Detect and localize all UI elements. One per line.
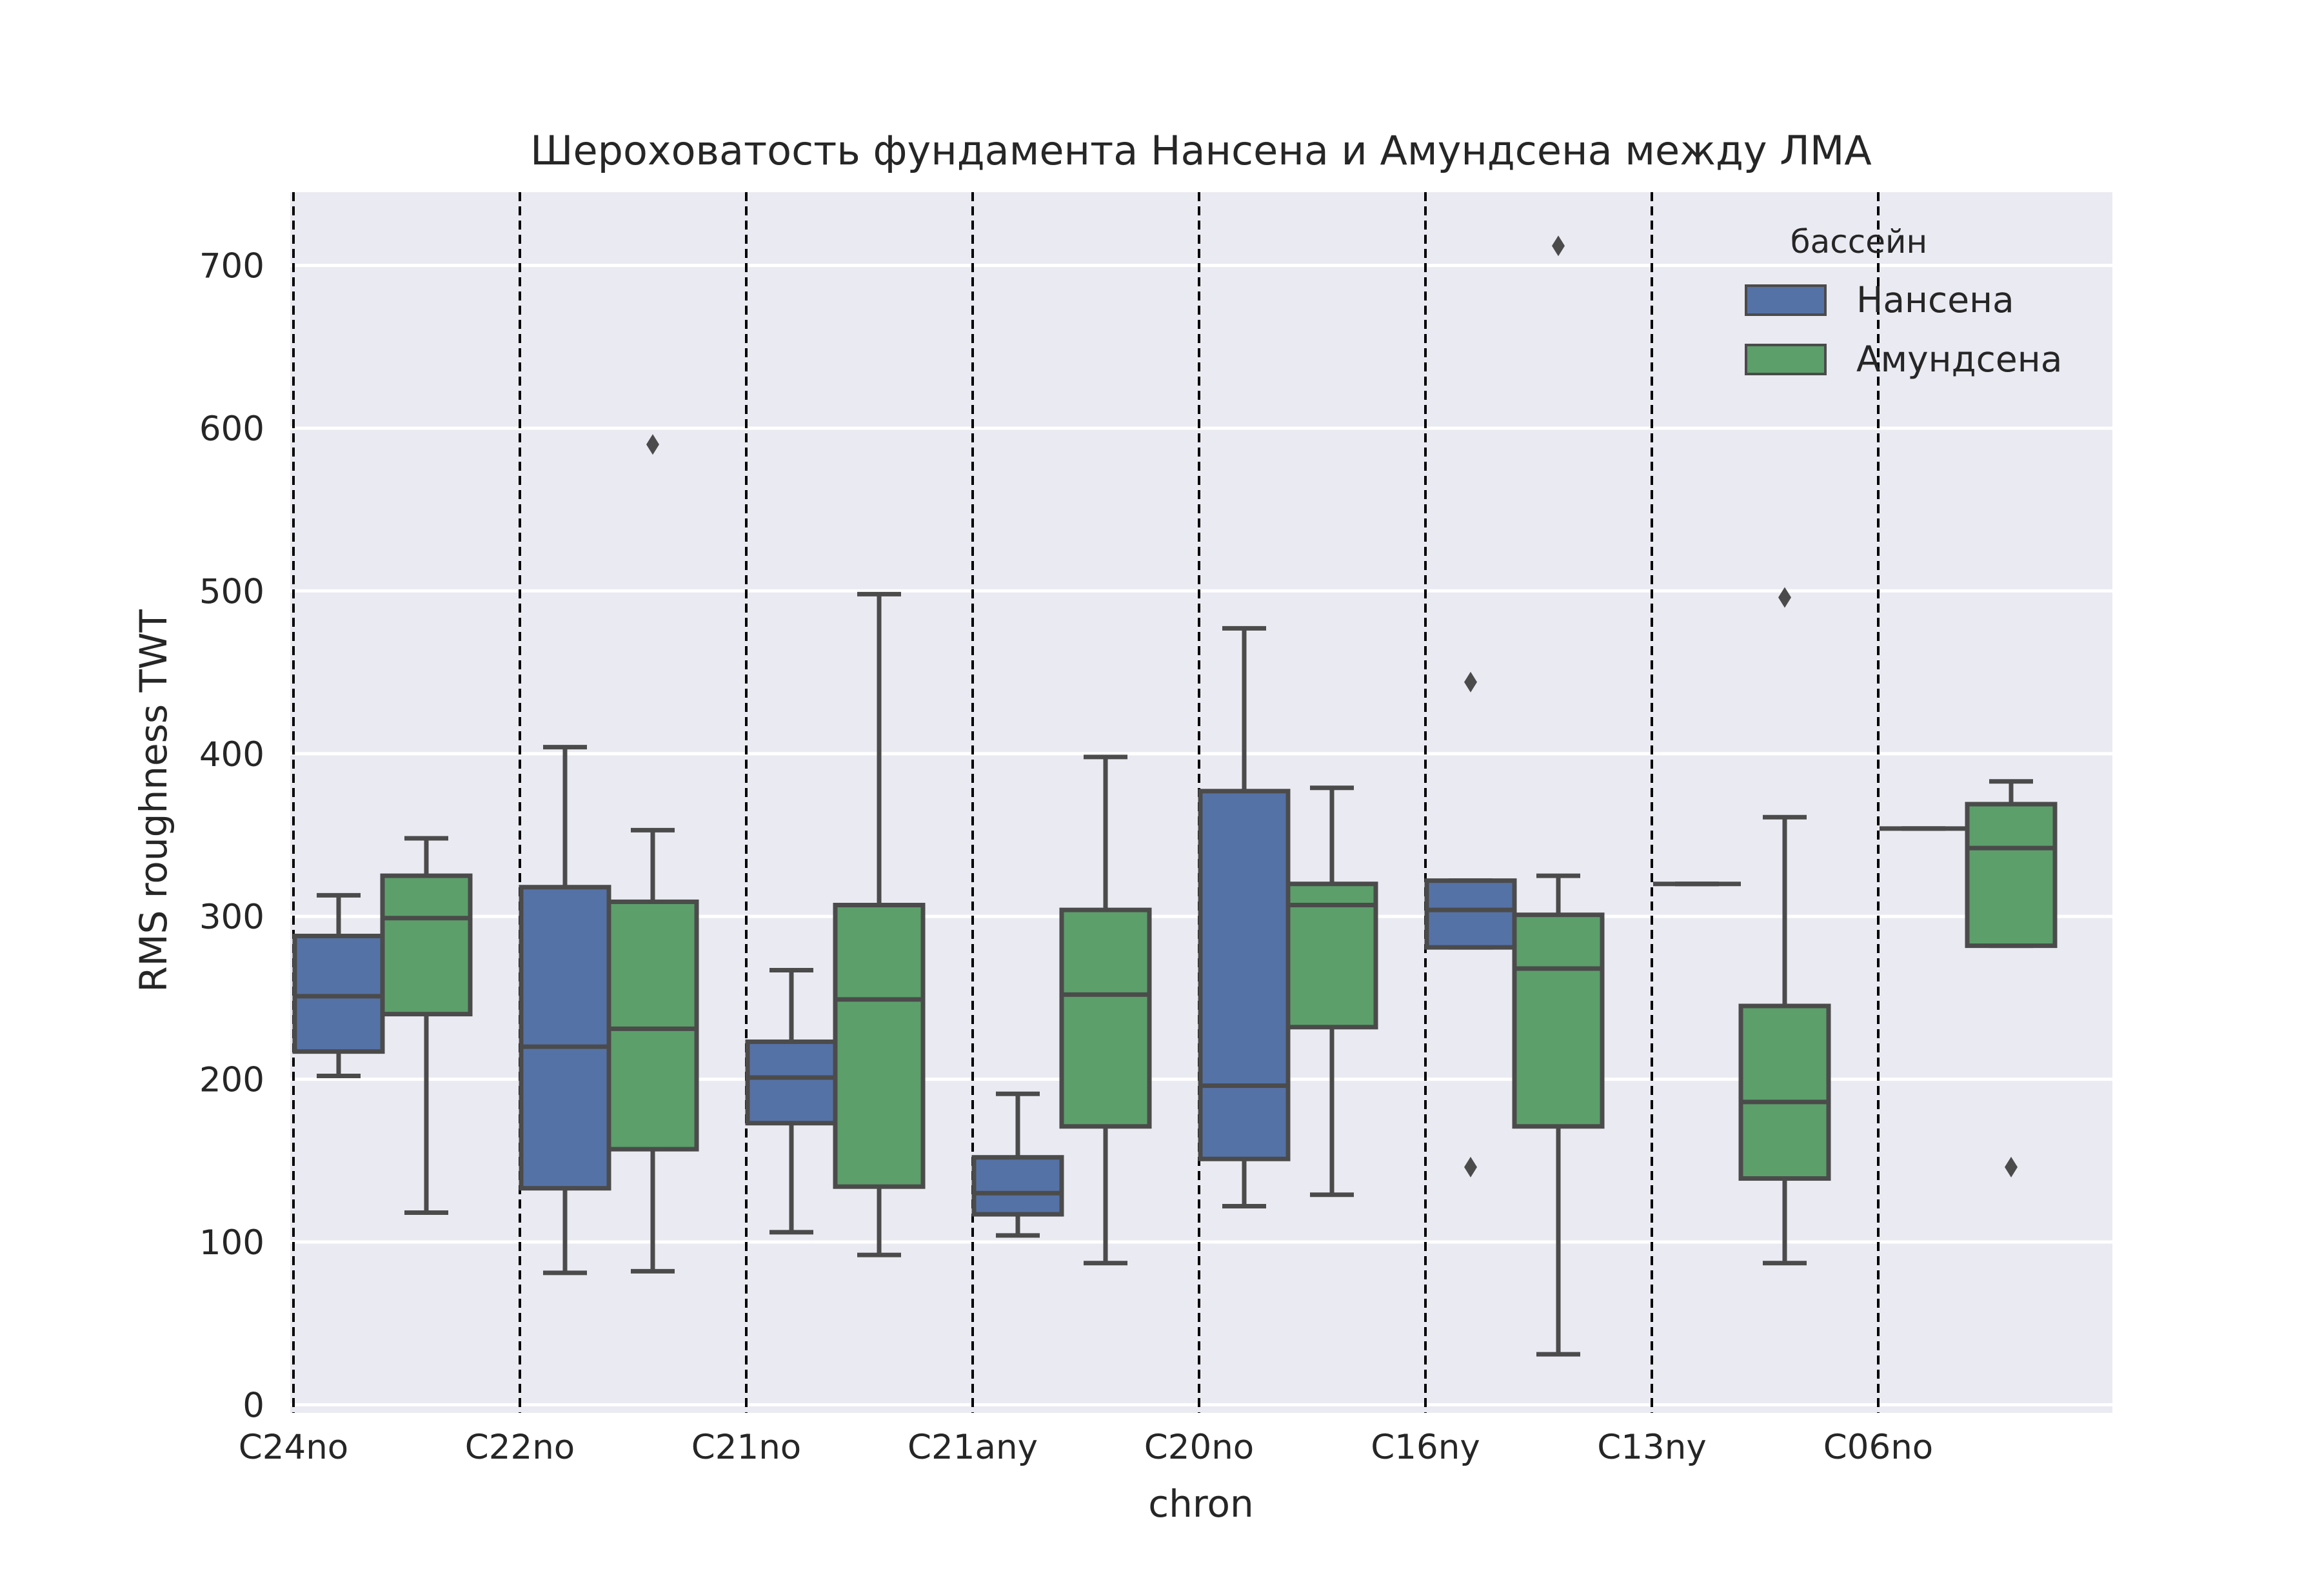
y-tick-label: 0 — [243, 1386, 264, 1425]
x-axis-label: chron — [1148, 1482, 1253, 1526]
x-tick-label: C21no — [691, 1428, 801, 1467]
x-tick-label: C20no — [1144, 1428, 1254, 1467]
box-group-amundsen-C21no — [833, 591, 926, 1257]
outlier-point — [1464, 1156, 1477, 1177]
box-iqr — [1965, 802, 2058, 949]
box-iqr — [1424, 878, 1517, 950]
box-group-nansen-C22no — [519, 745, 611, 1276]
box-iqr — [745, 1039, 838, 1126]
box-iqr — [1285, 882, 1378, 1030]
legend-swatch-nansen — [1745, 284, 1827, 316]
box-iqr — [519, 885, 611, 1191]
box-iqr — [1198, 789, 1291, 1161]
x-tick-label: C22no — [465, 1428, 575, 1467]
box-iqr — [380, 873, 473, 1017]
y-tick-label: 500 — [199, 572, 264, 611]
box-group-amundsen-C22no — [606, 434, 699, 1274]
x-tick-label: C13ny — [1597, 1428, 1706, 1467]
box-group-amundsen-C21any — [1059, 754, 1152, 1266]
box-iqr — [971, 1155, 1064, 1217]
box-group-amundsen-C16ny — [1512, 235, 1605, 1357]
x-tick-label: C06no — [1823, 1428, 1933, 1467]
x-tick-labels: C24no C22no C21no C21any C20no C16ny C13ny C06n… — [239, 1428, 1933, 1467]
boxes — [292, 235, 2058, 1357]
y-tick-label: 100 — [199, 1223, 264, 1263]
box-group-nansen-C21no — [745, 967, 838, 1235]
box-group-amundsen-C13ny — [1738, 587, 1831, 1266]
y-axis-label: RMS roughness TWT — [132, 609, 175, 992]
legend: бассейн Нансена Амундсена — [1745, 223, 2062, 380]
chron-separator-lines — [292, 192, 1880, 1413]
box-iqr — [1059, 907, 1152, 1129]
box-iqr — [833, 903, 926, 1189]
legend-label-amundsen: Амундсена — [1856, 339, 2062, 380]
outlier-point — [2005, 1156, 2018, 1177]
x-tick-label: C21any — [908, 1428, 1038, 1467]
box-iqr — [1512, 912, 1605, 1129]
chart-title: Шероховатость фундамента Нансена и Амунд… — [530, 127, 1872, 174]
outlier-point — [646, 434, 659, 455]
box-group-amundsen-C06no — [1965, 779, 2058, 1177]
outlier-point — [1778, 587, 1791, 608]
y-tick-labels: 0 100 200 300 400 500 600 700 — [199, 247, 264, 1426]
y-tick-label: 600 — [199, 409, 264, 449]
outlier-point — [1552, 235, 1565, 257]
box-group-nansen-C24no — [292, 892, 385, 1079]
box-group-amundsen-C24no — [380, 836, 473, 1216]
y-tick-label: 400 — [199, 735, 264, 774]
box-group-amundsen-C20no — [1285, 785, 1378, 1197]
legend-title: бассейн — [1791, 223, 1927, 261]
y-tick-label: 700 — [199, 247, 264, 286]
box-iqr — [292, 933, 385, 1054]
box-iqr — [606, 899, 699, 1152]
box-group-nansen-C21any — [971, 1091, 1064, 1238]
legend-label-nansen: Нансена — [1856, 279, 2014, 320]
box-group-nansen-C16ny — [1424, 671, 1517, 1177]
legend-swatch-amundsen — [1745, 344, 1827, 375]
outlier-point — [1464, 671, 1477, 693]
y-tick-label: 200 — [199, 1061, 264, 1100]
x-tick-label: C16ny — [1371, 1428, 1480, 1467]
y-tick-label: 300 — [199, 898, 264, 937]
x-tick-label: C24no — [239, 1428, 348, 1467]
box-iqr — [1738, 1003, 1831, 1181]
